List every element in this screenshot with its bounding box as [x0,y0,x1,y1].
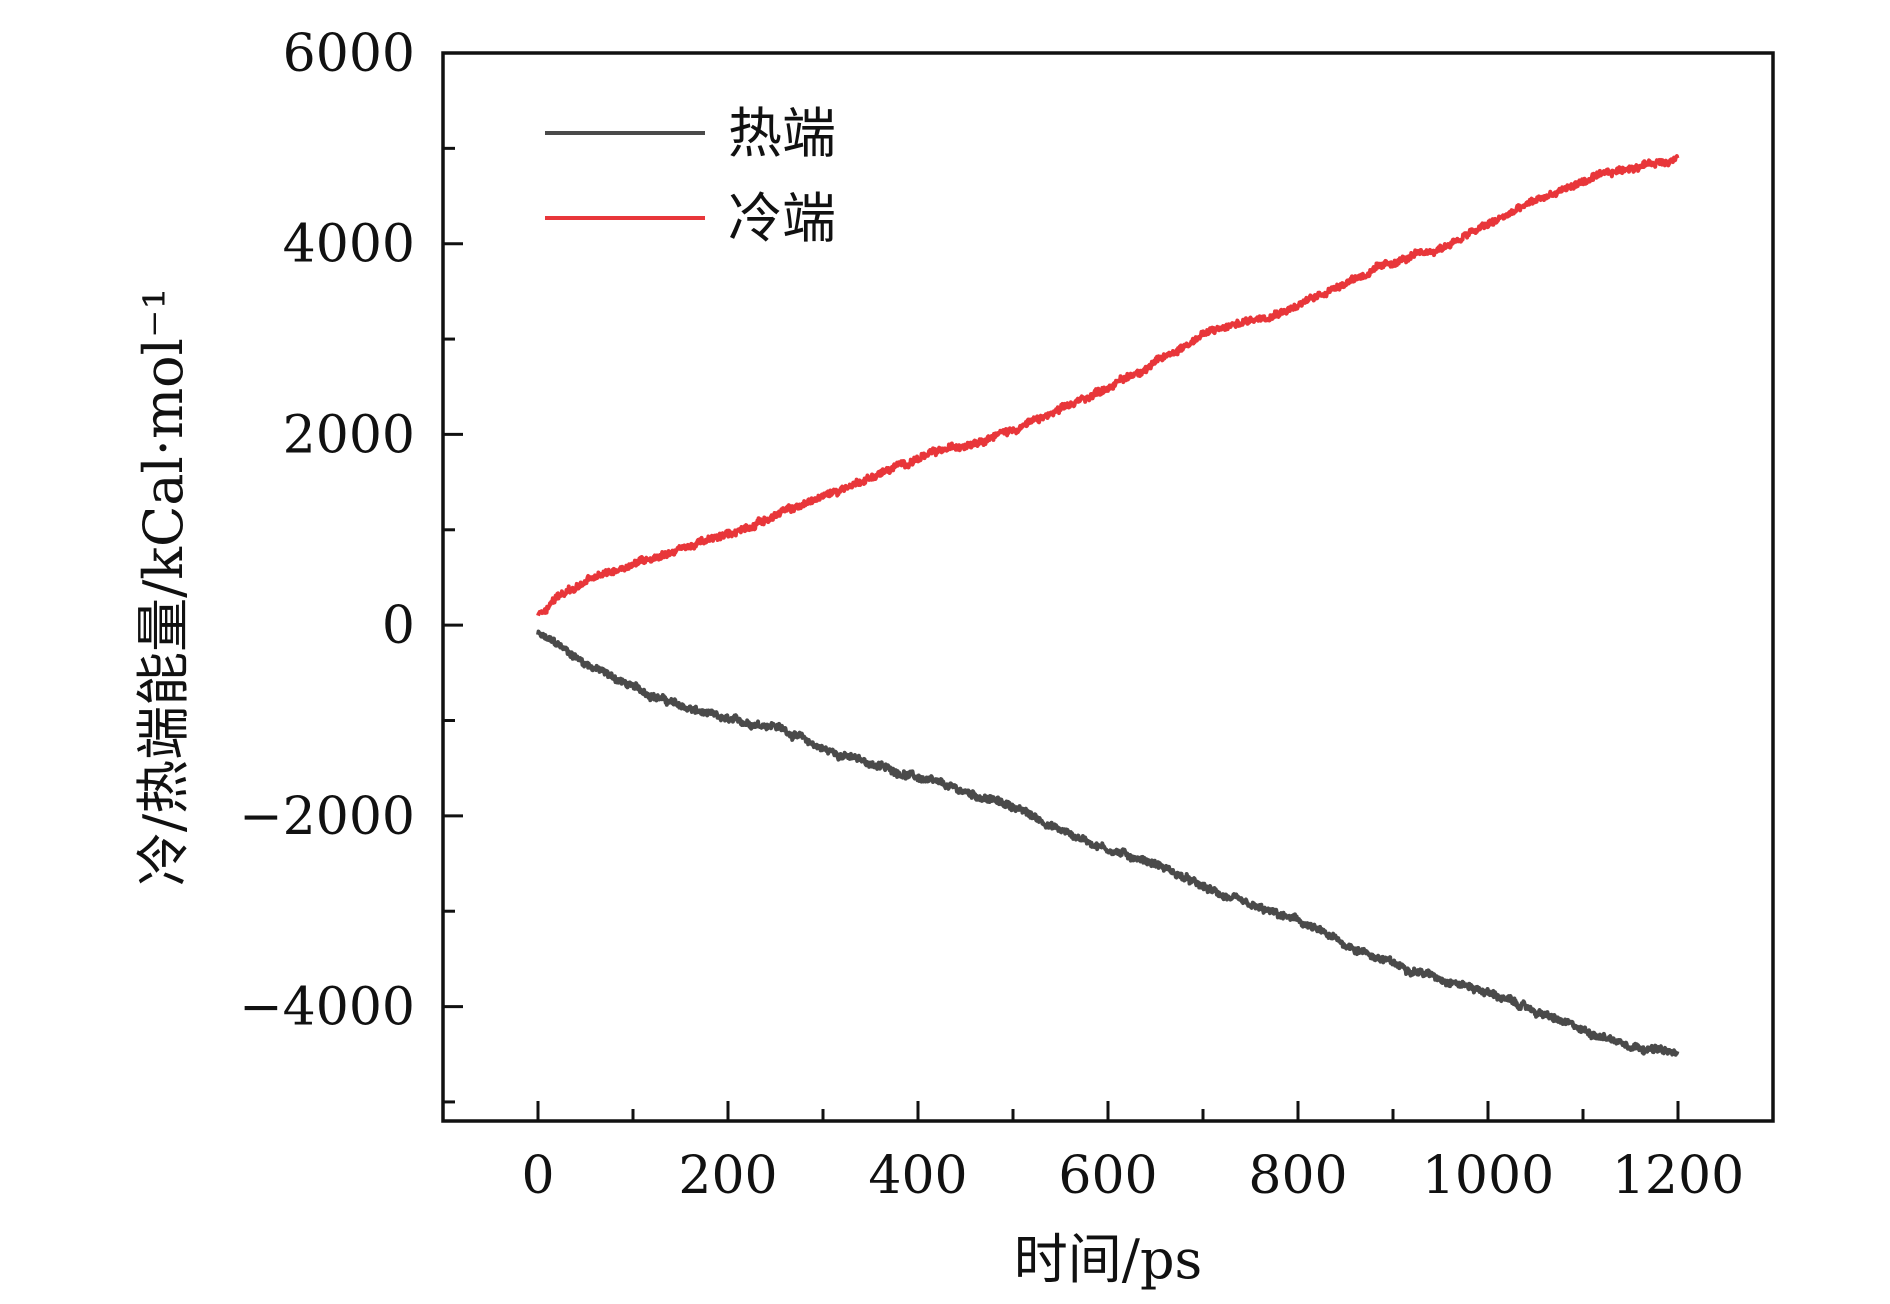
x-tick-label: 0 [521,1146,554,1206]
plot-layer [441,51,1775,1123]
y-tick-label: 4000 [283,215,415,275]
y-tick-label: −2000 [239,787,415,847]
x-tick-label: 400 [868,1146,967,1206]
plot-frame [441,51,1775,1123]
label-layer: 0 200 400 600 800 1000 1200 −4000 −2000 0 2000 4000… [132,24,1744,1291]
y-tick-label: −4000 [239,978,415,1038]
series-line-1 [536,154,1680,617]
y-tick-label: 0 [382,596,415,656]
x-tick-label: 800 [1248,1146,1347,1206]
x-axis-label: 时间/ps [1014,1228,1202,1291]
tick-layer [443,51,1680,1121]
y-tick-label: 2000 [283,405,415,465]
x-tick-label: 200 [678,1146,777,1206]
x-tick-label: 600 [1058,1146,1157,1206]
y-axis-label: 冷/热端能量/kCal·mol⁻¹ [132,288,195,886]
y-tick-label: 6000 [283,24,415,84]
series-line-0 [536,629,1680,1057]
x-tick-label: 1000 [1422,1146,1554,1206]
x-tick-label: 1200 [1612,1146,1744,1206]
legend-label-1: 冷端 [728,187,836,250]
legend-label-0: 热端 [728,102,836,165]
